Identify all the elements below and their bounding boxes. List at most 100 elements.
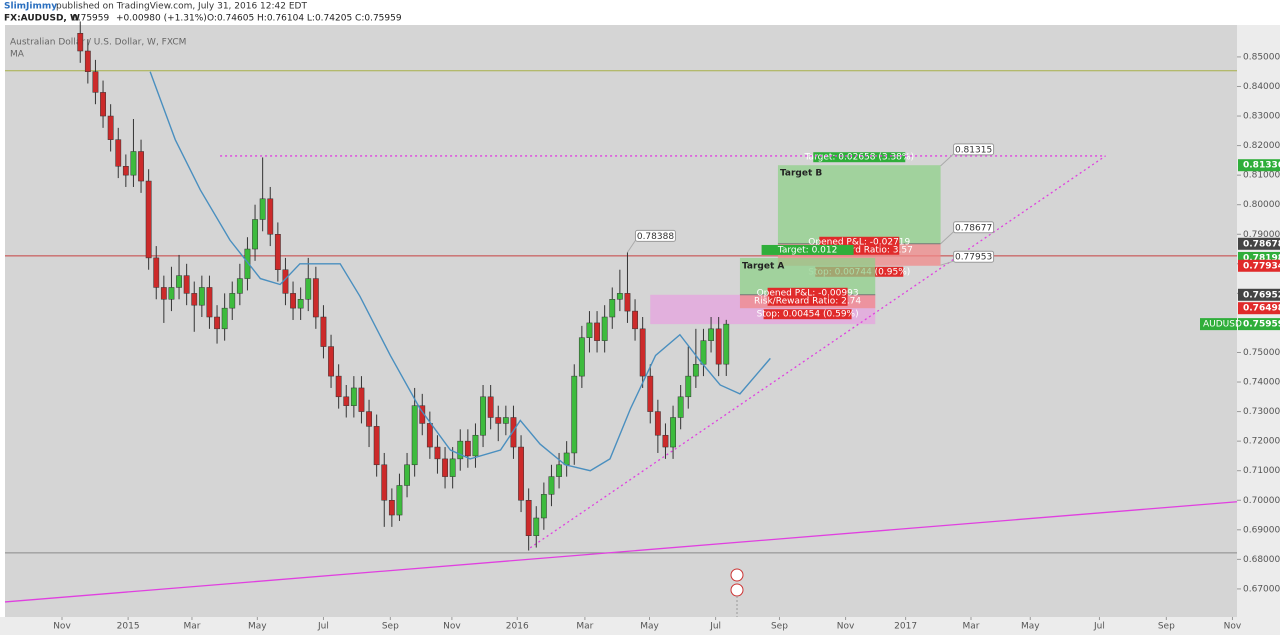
symbol-tag: AUDUSD <box>1203 320 1242 330</box>
position-name: Target A <box>742 261 784 271</box>
candle-body <box>548 476 555 495</box>
y-tick-label: 0.68000 <box>1243 555 1280 565</box>
y-tick-label: 0.82000 <box>1243 141 1280 151</box>
candle-body <box>449 458 456 477</box>
price-marker-label: 0.81336 <box>1243 161 1280 171</box>
candle-body <box>343 396 350 406</box>
event-icon[interactable] <box>730 583 744 597</box>
x-tick-label: Jul <box>1093 622 1105 632</box>
candle-body <box>647 375 654 412</box>
candle-body <box>305 278 312 300</box>
candle-body <box>115 139 122 167</box>
candle-body <box>366 411 372 427</box>
candle-body <box>297 299 304 309</box>
target-zone <box>777 165 941 244</box>
callout-pointer <box>627 240 636 253</box>
candle-body <box>92 71 99 93</box>
chart-title: Australian Dollar / U.S. Dollar, W, FXCM <box>10 38 186 48</box>
price-marker-label: 0.77934 <box>1243 261 1280 271</box>
candle-body <box>290 293 296 309</box>
rr-label: Risk/Reward Ratio: 3.57 <box>806 245 913 255</box>
x-tick-label: Jul <box>709 622 721 632</box>
x-tick-label: May <box>640 622 659 632</box>
candle-body <box>571 375 578 454</box>
candle-body <box>312 278 319 318</box>
candle-body <box>518 446 524 501</box>
x-tick-label: Nov <box>837 622 855 632</box>
x-tick-label: Sep <box>771 622 788 632</box>
x-tick-label: Nov <box>443 622 461 632</box>
event-icons[interactable] <box>730 568 744 617</box>
candle-body <box>411 405 418 466</box>
callout-bg <box>953 143 995 156</box>
x-tick-label: Nov <box>1224 622 1242 632</box>
candle-body <box>214 316 220 330</box>
candle-body <box>708 328 714 341</box>
candle-body <box>259 198 266 220</box>
price-marker-label: 0.76498 <box>1243 304 1280 314</box>
candle-body <box>145 180 152 259</box>
price-marker <box>1238 288 1280 301</box>
candle-body <box>525 500 532 536</box>
candle-body <box>632 310 638 330</box>
candle-body <box>639 328 646 377</box>
pnl-label: Opened P&L: -0.02719 <box>808 237 910 247</box>
candle-body <box>350 387 357 406</box>
candle-body <box>624 293 631 312</box>
trend-line <box>4 501 1238 603</box>
x-tick-label: Mar <box>183 622 200 632</box>
candle-body <box>700 340 707 365</box>
candle-body <box>236 278 243 294</box>
pnl-label: Opened P&L: -0.00993 <box>757 288 859 298</box>
y-tick-label: 0.74000 <box>1243 378 1280 388</box>
candle-body <box>685 375 692 398</box>
callout-bg <box>953 250 995 263</box>
stop-label-bg <box>763 309 852 320</box>
candle-body <box>160 287 167 300</box>
x-tick-label: 2015 <box>117 622 140 632</box>
ohlc: O:0.74605 H:0.76104 L:0.74205 C:0.75959 <box>207 14 402 24</box>
candle-body <box>267 198 274 235</box>
candle-body <box>533 517 540 536</box>
candle-body <box>274 234 281 270</box>
candle-body <box>77 33 84 52</box>
candle-body <box>122 166 129 176</box>
candle-body <box>563 452 570 466</box>
y-tick-label: 0.85000 <box>1243 52 1280 62</box>
candle-body <box>221 307 228 330</box>
candle-body <box>692 364 699 377</box>
author[interactable]: SlimJimmy <box>4 2 57 12</box>
candle-body <box>601 316 608 341</box>
price-marker <box>1238 237 1280 250</box>
callout-bg <box>953 221 995 234</box>
y-tick-label: 0.80000 <box>1243 200 1280 210</box>
candle-body <box>578 337 585 377</box>
callout-label: 0.78677 <box>955 223 992 233</box>
candle-body <box>426 423 433 448</box>
candle-body <box>100 92 106 117</box>
target-label: Target: 0.012 <box>777 245 838 255</box>
candle-body <box>510 417 517 448</box>
candle-body <box>662 434 669 448</box>
candle-body <box>191 293 198 306</box>
candle-body <box>616 293 623 300</box>
candle-body <box>442 458 448 477</box>
candle-body <box>472 434 479 457</box>
x-tick-label: Mar <box>576 622 593 632</box>
y-tick-label: 0.75000 <box>1243 348 1280 358</box>
event-icon[interactable] <box>730 568 744 582</box>
y-tick-label: 0.70000 <box>1243 496 1280 506</box>
candle-body <box>388 500 395 516</box>
callout-pointer <box>940 260 954 266</box>
y-tick-label: 0.83000 <box>1243 112 1280 122</box>
time-axis-bg <box>0 617 1237 635</box>
price-marker-label: 0.78198 <box>1243 253 1280 263</box>
callout-bg <box>634 229 676 242</box>
x-tick-label: 2017 <box>894 622 917 632</box>
candle-body <box>107 115 114 140</box>
candle-body <box>252 219 258 250</box>
x-tick-label: Nov <box>53 622 71 632</box>
candle-body <box>373 426 380 466</box>
candle-body <box>594 322 600 341</box>
